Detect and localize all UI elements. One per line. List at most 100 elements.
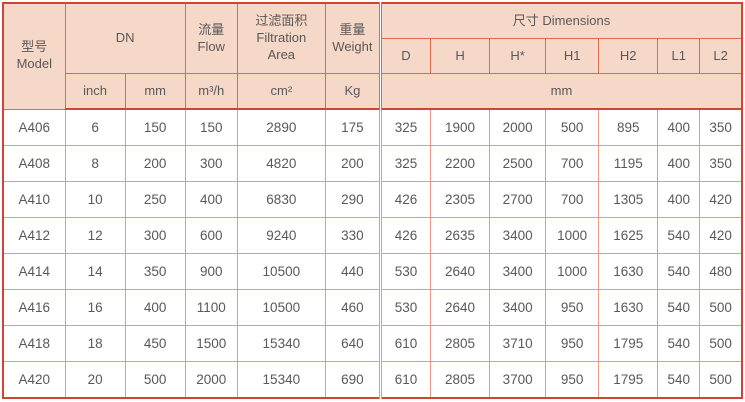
cell-value: 900 bbox=[184, 253, 238, 290]
cell-value: 200 bbox=[324, 145, 381, 182]
cell-value: 6830 bbox=[236, 181, 326, 218]
header-dim-h: H bbox=[429, 38, 491, 74]
header-dn: DN bbox=[64, 2, 186, 74]
cell-value: 300 bbox=[124, 217, 186, 254]
cell-value: 420 bbox=[699, 217, 743, 254]
cell-value: 540 bbox=[657, 289, 701, 326]
cell-value: 350 bbox=[699, 145, 743, 182]
cell-value: 350 bbox=[124, 253, 186, 290]
cell-value: 950 bbox=[545, 361, 600, 399]
cell-value: 200 bbox=[124, 145, 186, 182]
table-row: A406 6 150 150 2890 175 325 1900 2000 500 895 400 35… bbox=[2, 108, 743, 146]
table-row: A410 10 250 400 6830 290 426 2305 2700 700 1305 400… bbox=[2, 181, 743, 218]
table-row: A408 8 200 300 4820 200 325 2200 2500 700 1195 400 3… bbox=[2, 145, 743, 182]
cell-value: 1305 bbox=[598, 181, 659, 218]
cell-value: 530 bbox=[378, 253, 432, 290]
table-header: 型号 Model DN 流量 Flow 过滤面积 Filtration Area… bbox=[2, 2, 743, 110]
unit-dimensions-mm: mm bbox=[378, 73, 743, 110]
cell-value: 175 bbox=[324, 108, 381, 146]
table-row: A416 16 400 1100 10500 460 530 2640 3400 950 1630 5… bbox=[2, 289, 743, 326]
unit-inch: inch bbox=[64, 73, 126, 110]
cell-model: A416 bbox=[2, 289, 66, 326]
cell-value: 2305 bbox=[429, 181, 491, 218]
cell-value: 9240 bbox=[236, 217, 326, 254]
header-model: 型号 Model bbox=[2, 2, 66, 110]
header-flow: 流量 Flow bbox=[184, 2, 238, 74]
unit-mm: mm bbox=[124, 73, 186, 110]
cell-value: 1795 bbox=[598, 361, 659, 399]
cell-value: 540 bbox=[657, 325, 701, 362]
cell-value: 400 bbox=[657, 108, 701, 146]
cell-value: 500 bbox=[545, 108, 600, 146]
unit-weight: Kg bbox=[324, 73, 381, 110]
header-dim-l2: L2 bbox=[699, 38, 743, 74]
cell-value: 480 bbox=[699, 253, 743, 290]
cell-value: 10500 bbox=[236, 289, 326, 326]
cell-model: A406 bbox=[2, 108, 66, 146]
cell-value: 1630 bbox=[598, 289, 659, 326]
cell-value: 14 bbox=[64, 253, 126, 290]
header-dimensions: 尺寸 Dimensions bbox=[378, 2, 743, 39]
cell-value: 950 bbox=[545, 325, 600, 362]
unit-flow: m³/h bbox=[184, 73, 238, 110]
cell-value: 1630 bbox=[598, 253, 659, 290]
header-dim-l1: L1 bbox=[657, 38, 701, 74]
cell-value: 1900 bbox=[429, 108, 491, 146]
table-row: A418 18 450 1500 15340 640 610 2805 3710 950 1795 5… bbox=[2, 325, 743, 362]
cell-value: 540 bbox=[657, 217, 701, 254]
cell-value: 325 bbox=[378, 145, 432, 182]
cell-model: A414 bbox=[2, 253, 66, 290]
table-body: A406 6 150 150 2890 175 325 1900 2000 500 895 400 35… bbox=[2, 108, 743, 399]
cell-value: 350 bbox=[699, 108, 743, 146]
cell-value: 1500 bbox=[184, 325, 238, 362]
cell-value: 610 bbox=[378, 361, 432, 399]
cell-value: 690 bbox=[324, 361, 381, 399]
cell-value: 4820 bbox=[236, 145, 326, 182]
cell-value: 426 bbox=[378, 181, 432, 218]
cell-value: 500 bbox=[699, 289, 743, 326]
cell-value: 10 bbox=[64, 181, 126, 218]
cell-value: 3400 bbox=[489, 253, 547, 290]
cell-value: 2500 bbox=[489, 145, 547, 182]
cell-model: A418 bbox=[2, 325, 66, 362]
cell-value: 16 bbox=[64, 289, 126, 326]
cell-value: 440 bbox=[324, 253, 381, 290]
cell-value: 2640 bbox=[429, 253, 491, 290]
cell-value: 500 bbox=[124, 361, 186, 399]
cell-value: 2700 bbox=[489, 181, 547, 218]
header-dim-h2: H2 bbox=[598, 38, 659, 74]
header-row-top: 型号 Model DN 流量 Flow 过滤面积 Filtration Area… bbox=[2, 2, 743, 110]
cell-value: 2640 bbox=[429, 289, 491, 326]
cell-value: 610 bbox=[378, 325, 432, 362]
cell-value: 3700 bbox=[489, 361, 547, 399]
cell-value: 10500 bbox=[236, 253, 326, 290]
cell-value: 450 bbox=[124, 325, 186, 362]
cell-value: 2890 bbox=[236, 108, 326, 146]
table-row: A412 12 300 600 9240 330 426 2635 3400 1000 1625 54… bbox=[2, 217, 743, 254]
cell-value: 1625 bbox=[598, 217, 659, 254]
header-row-dim-columns: D H H* H1 H2 L1 L2 bbox=[3, 38, 743, 74]
cell-value: 20 bbox=[64, 361, 126, 399]
cell-value: 15340 bbox=[236, 361, 326, 399]
cell-value: 2635 bbox=[429, 217, 491, 254]
cell-value: 1795 bbox=[598, 325, 659, 362]
cell-value: 6 bbox=[64, 108, 126, 146]
header-dim-hstar: H* bbox=[489, 38, 547, 74]
cell-value: 2805 bbox=[429, 325, 491, 362]
cell-value: 540 bbox=[657, 361, 701, 399]
cell-value: 250 bbox=[124, 181, 186, 218]
cell-value: 426 bbox=[378, 217, 432, 254]
cell-value: 2000 bbox=[184, 361, 238, 399]
cell-value: 700 bbox=[545, 181, 600, 218]
cell-value: 540 bbox=[657, 253, 701, 290]
cell-value: 530 bbox=[378, 289, 432, 326]
cell-value: 3710 bbox=[489, 325, 547, 362]
cell-value: 1100 bbox=[184, 289, 238, 326]
cell-value: 3400 bbox=[489, 217, 547, 254]
header-dim-d: D bbox=[378, 38, 432, 74]
cell-value: 1000 bbox=[545, 217, 600, 254]
cell-model: A420 bbox=[2, 361, 66, 399]
cell-value: 12 bbox=[64, 217, 126, 254]
cell-value: 1000 bbox=[545, 253, 600, 290]
